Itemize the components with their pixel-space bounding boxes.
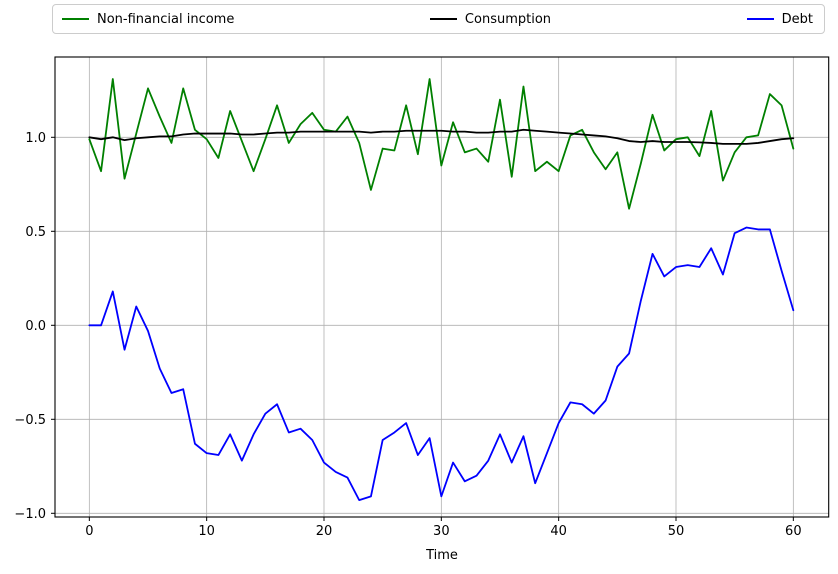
legend-line-swatch-black [429, 18, 457, 20]
legend-item-non-financial-income: Non-financial income [62, 13, 234, 26]
legend-line-swatch-green [62, 18, 89, 20]
axes-spines [54, 56, 830, 518]
legend-item-consumption: Consumption [429, 11, 552, 27]
y-tick-label: 0.0 [25, 319, 46, 334]
y-tick-label: 1.0 [25, 131, 46, 146]
x-tick-label: 40 [550, 524, 567, 539]
legend-label: Debt [781, 11, 813, 27]
x-tick-label: 20 [316, 524, 333, 539]
legend-line-swatch-blue [746, 18, 774, 20]
axes-layer: 0 10 20 30 40 50 60 1.0 0.5 0.0 −0.5 −1.0 [14, 56, 830, 539]
y-tick-label: 0.5 [25, 225, 46, 240]
series-line-consumption [88, 128, 795, 145]
x-axis-label: Time [425, 548, 458, 563]
series-line-non-financial-income [88, 78, 795, 210]
y-tick-label: −0.5 [14, 413, 46, 428]
grid-layer [55, 57, 829, 517]
legend: Non-financial income Consumption Debt [52, 4, 825, 34]
x-tick-label: 30 [433, 524, 450, 539]
legend-item-debt: Debt [746, 11, 813, 27]
x-tick-label: 10 [198, 524, 215, 539]
y-tick-label: −1.0 [14, 507, 46, 522]
x-tick-label: 50 [668, 524, 685, 539]
x-tick-label: 0 [85, 524, 93, 539]
x-tick-label: 60 [785, 524, 802, 539]
legend-label: Non-financial income [97, 11, 235, 27]
series-line-debt [88, 226, 795, 502]
legend-label: Consumption [464, 11, 552, 27]
series-layer [88, 78, 795, 502]
